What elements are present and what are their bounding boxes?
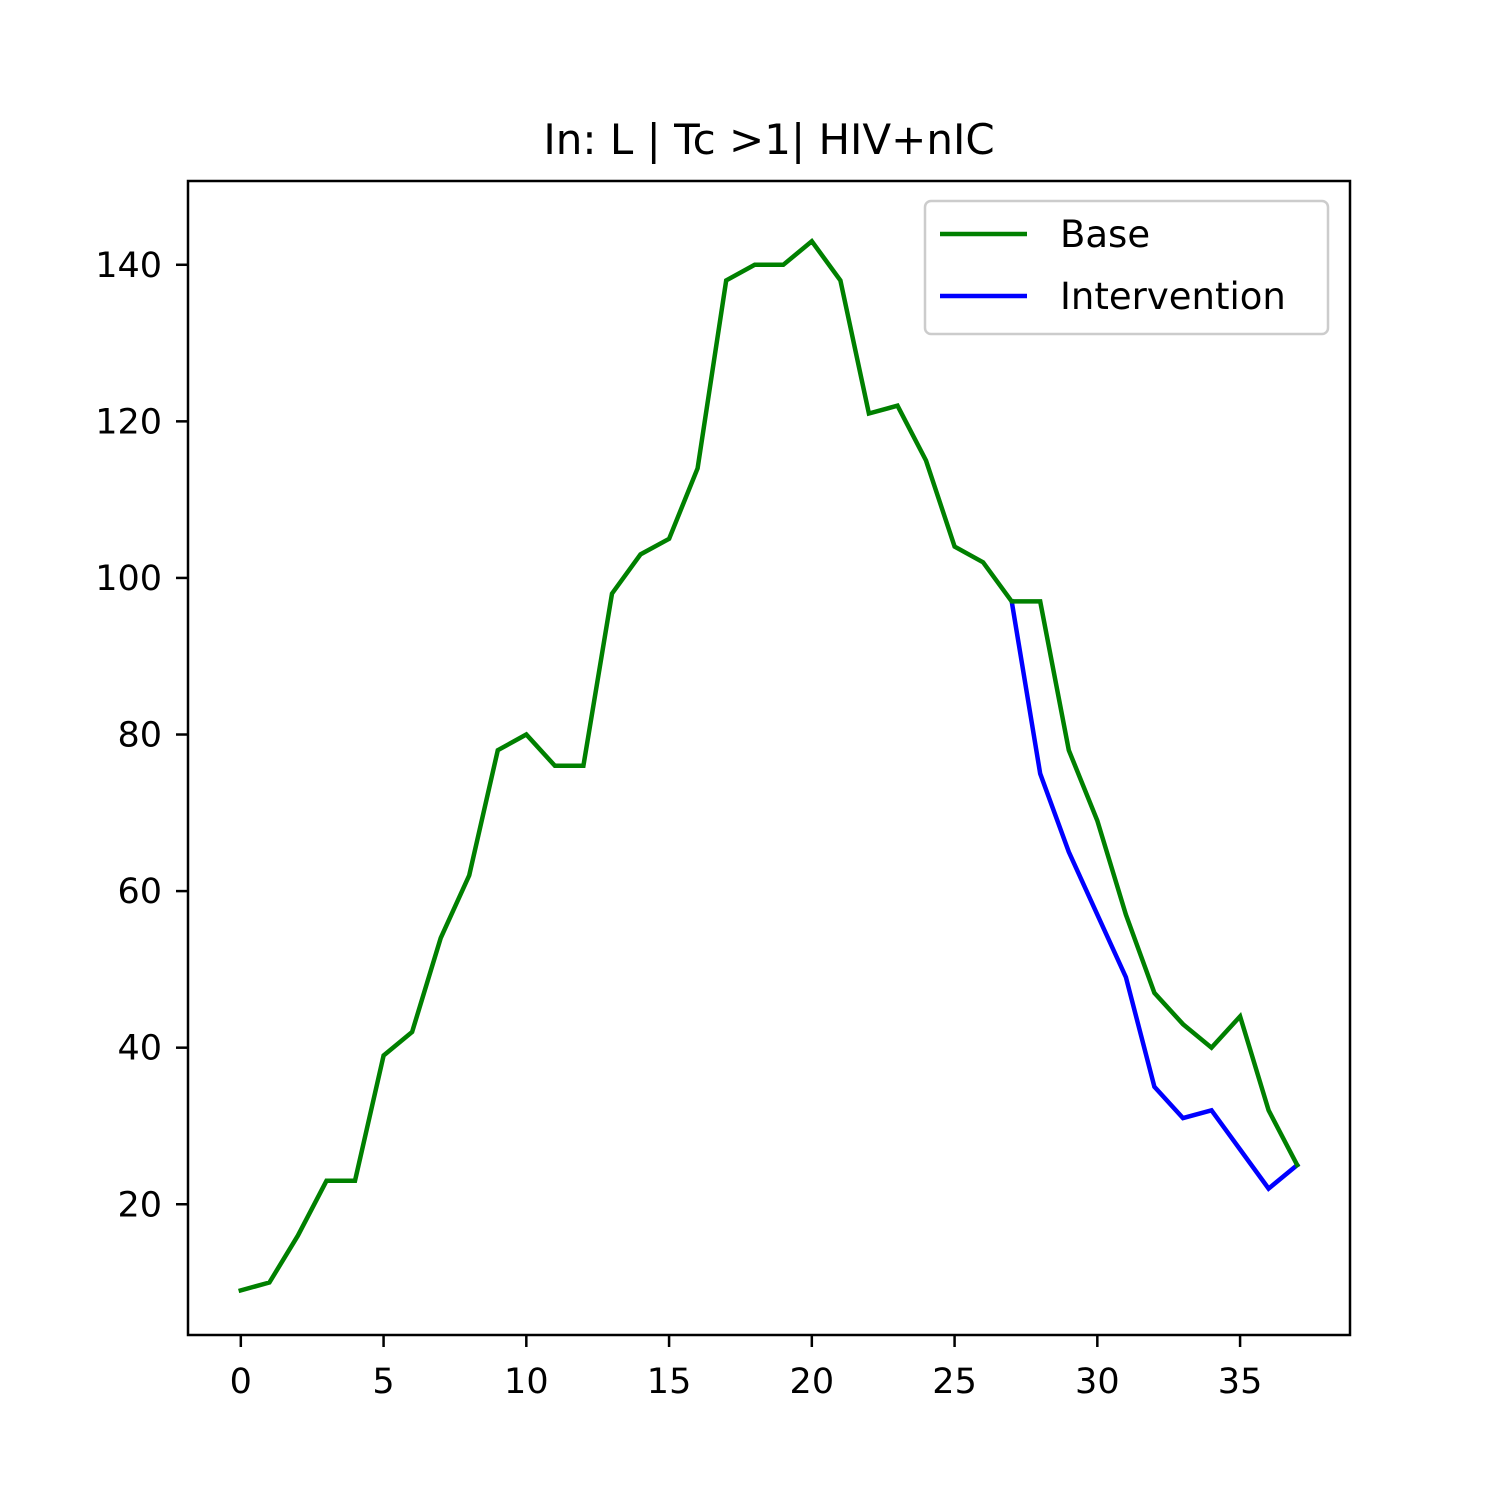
x-tick-label: 15 (647, 1362, 692, 1402)
y-tick-label: 100 (95, 559, 162, 599)
legend-label-intervention: Intervention (1060, 275, 1286, 318)
y-tick-label: 60 (117, 872, 162, 912)
chart-title: In: L | Tc >1| HIV+nIC (543, 115, 994, 164)
x-tick-label: 35 (1218, 1362, 1263, 1402)
series-layer (238, 238, 1301, 1294)
x-tick-label: 20 (790, 1362, 835, 1402)
y-tick-label: 120 (95, 402, 162, 442)
y-tick-label: 40 (117, 1029, 162, 1069)
x-tick-label: 0 (230, 1362, 252, 1402)
x-tick-label: 30 (1075, 1362, 1120, 1402)
y-tick-label: 140 (95, 246, 162, 286)
x-tick-label: 25 (932, 1362, 977, 1402)
x-axis: 0 5 10 15 20 25 30 35 (230, 1335, 1263, 1402)
legend: Base Intervention (923, 199, 1330, 336)
x-tick-label: 5 (372, 1362, 394, 1402)
legend-label-base: Base (1060, 213, 1150, 256)
plot-frame (186, 179, 1352, 1337)
y-tick-label: 80 (117, 716, 162, 756)
x-tick-label: 10 (504, 1362, 549, 1402)
y-axis: 20 40 60 80 100 120 140 (95, 246, 188, 1225)
series-line-base (238, 238, 1301, 1294)
y-tick-label: 20 (117, 1185, 162, 1225)
series-line-intervention (1009, 598, 1301, 1192)
